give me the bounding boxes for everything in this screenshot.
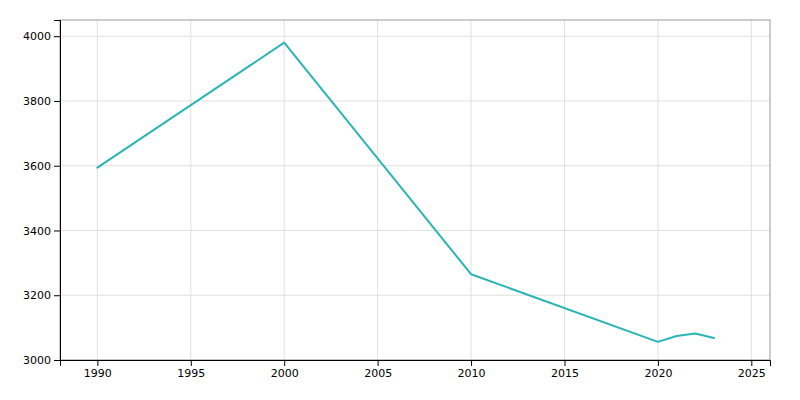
x-axis-line <box>61 361 771 367</box>
y-tick-mark <box>54 36 60 37</box>
grid-line-x <box>284 20 285 360</box>
plot-frame <box>60 20 770 360</box>
x-tick-label: 2020 <box>644 367 672 380</box>
x-tick-label: 2025 <box>738 367 766 380</box>
x-tick: 2015 <box>551 360 579 380</box>
x-tick: 1995 <box>177 360 205 380</box>
x-tick-mark <box>564 360 565 366</box>
y-tick: 3600 <box>23 160 60 173</box>
x-tick-label: 2005 <box>364 367 392 380</box>
x-tick-mark <box>97 360 98 366</box>
y-tick-mark <box>54 295 60 296</box>
x-tick: 2000 <box>271 360 299 380</box>
y-tick-label: 3200 <box>23 289 51 302</box>
plot-area: 1990 1995 2000 2005 2010 2015 2020 2025 3000 3200… <box>23 20 771 380</box>
x-tick-label: 2010 <box>458 367 486 380</box>
grid-line-y <box>60 36 770 37</box>
y-tick-mark <box>54 360 60 361</box>
grid-line-y <box>60 165 770 166</box>
y-tick: 3200 <box>23 289 60 302</box>
x-tick: 2025 <box>738 360 766 380</box>
x-tick-label: 2015 <box>551 367 579 380</box>
x-tick-mark <box>284 360 285 366</box>
x-tick-label: 1995 <box>177 367 205 380</box>
grid-line-y <box>60 295 770 296</box>
x-tick-label: 2000 <box>271 367 299 380</box>
x-tick: 2010 <box>458 360 486 380</box>
grid-line-y <box>60 230 770 231</box>
x-tick: 2020 <box>644 360 672 380</box>
x-tick-label: 1990 <box>84 367 112 380</box>
x-tick-mark <box>471 360 472 366</box>
data-marks <box>97 43 714 342</box>
x-tick-mark <box>378 360 379 366</box>
x-axis: 1990 1995 2000 2005 2010 2015 2020 2025 <box>61 360 771 380</box>
y-tick-mark <box>54 101 60 102</box>
y-tick-label: 3000 <box>23 354 51 367</box>
y-tick: 4000 <box>23 30 60 43</box>
grid <box>60 20 770 360</box>
y-tick-label: 3400 <box>23 224 51 237</box>
y-tick-label: 4000 <box>23 30 51 43</box>
y-tick: 3000 <box>23 354 60 367</box>
x-tick: 2005 <box>364 360 392 380</box>
grid-line-x <box>657 20 658 360</box>
y-tick-label: 3600 <box>23 160 51 173</box>
y-tick-label: 3800 <box>23 95 51 108</box>
chart-svg: 1990 1995 2000 2005 2010 2015 2020 2025 3000 3200… <box>0 0 800 400</box>
y-axis: 3000 3200 3400 3600 3800 4000 <box>23 21 61 368</box>
y-axis-line <box>54 21 61 361</box>
x-tick-mark <box>658 360 659 366</box>
y-tick-mark <box>54 230 60 231</box>
grid-line-x <box>377 20 378 360</box>
y-tick: 3400 <box>23 224 60 237</box>
grid-line-y <box>60 100 770 101</box>
x-tick: 1990 <box>84 360 112 380</box>
y-tick-mark <box>54 166 60 167</box>
grid-line-x <box>190 20 191 360</box>
grid-line-x <box>471 20 472 360</box>
grid-line-x <box>97 20 98 360</box>
grid-line-x <box>751 20 752 360</box>
data-line <box>97 43 714 342</box>
x-tick-mark <box>191 360 192 366</box>
x-tick-mark <box>751 360 752 366</box>
y-tick: 3800 <box>23 95 60 108</box>
